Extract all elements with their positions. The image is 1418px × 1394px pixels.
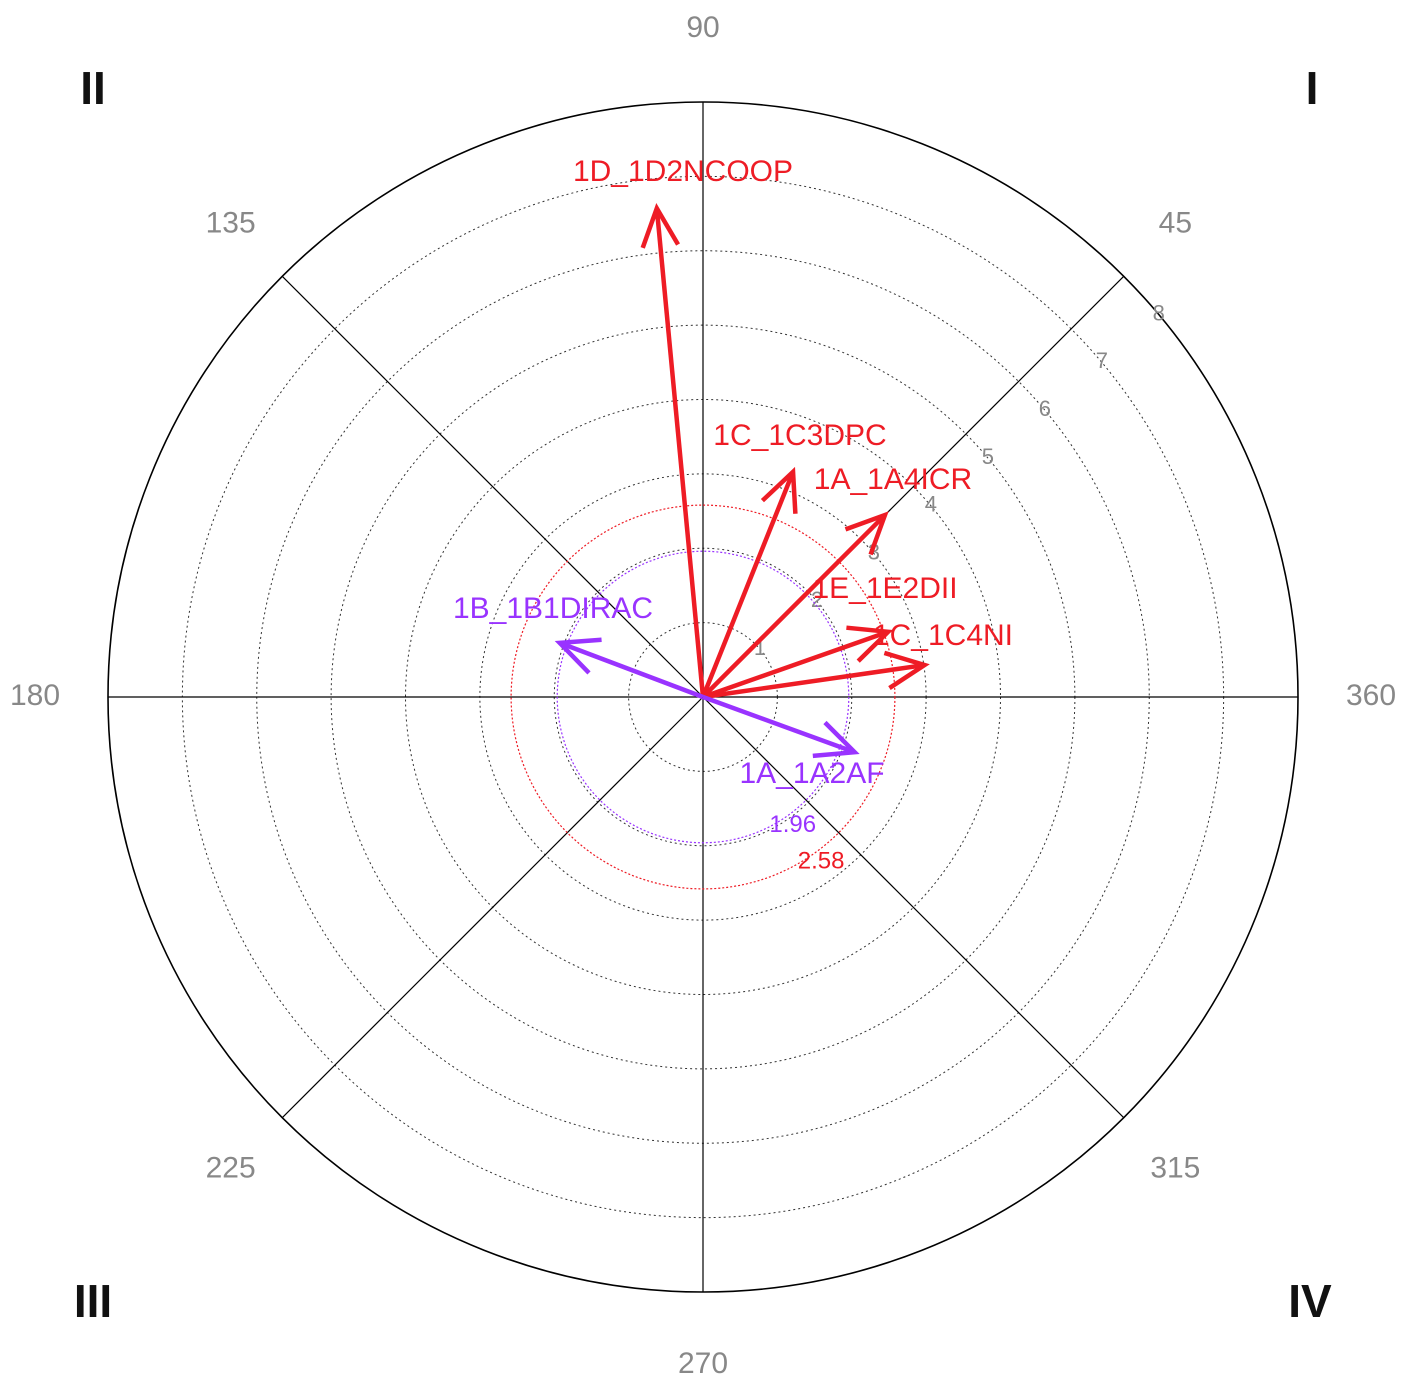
arrowhead — [846, 625, 894, 663]
ring-label: 8 — [1153, 300, 1165, 325]
vector — [654, 208, 706, 698]
vector — [558, 640, 704, 700]
quadrant-label: I — [1306, 62, 1319, 114]
angle-label: 315 — [1150, 1151, 1200, 1184]
vector — [700, 471, 796, 698]
vector-label: 1A_1A2AF — [739, 757, 884, 790]
angle-label: 45 — [1159, 207, 1192, 240]
ring-label: 5 — [982, 444, 994, 469]
arrowhead — [554, 637, 602, 675]
spoke — [702, 696, 1125, 1119]
angle-label: 180 — [10, 679, 60, 712]
vector-label: 1C_1C4NI — [873, 619, 1013, 652]
quadrant-label: IV — [1288, 1275, 1332, 1327]
ring-label: 7 — [1096, 348, 1108, 373]
vector-label: 1A_1A4ICR — [814, 463, 972, 496]
arrowhead — [883, 650, 930, 690]
spoke — [281, 275, 704, 698]
angle-label: 360 — [1346, 679, 1396, 712]
arrowhead — [760, 466, 798, 514]
arrowhead — [640, 203, 680, 249]
vector — [702, 694, 856, 755]
angle-label: 225 — [206, 1151, 256, 1184]
arrowhead — [812, 720, 860, 759]
critical-label: 1.96 — [769, 811, 816, 838]
angle-label: 135 — [206, 207, 256, 240]
angle-label: 270 — [678, 1347, 728, 1380]
vector-label: 1E_1E2DII — [812, 572, 957, 605]
ring-label: 2 — [811, 587, 823, 612]
vector-label: 1B_1B1DIRAC — [453, 592, 653, 625]
ring-label: 6 — [1039, 396, 1051, 421]
critical-label: 2.58 — [798, 848, 845, 875]
quadrant-label: III — [74, 1275, 112, 1327]
vector — [701, 513, 887, 699]
critical-circle — [510, 504, 896, 890]
vector-label: 1D_1D2NCOOP — [573, 155, 793, 188]
ring-label: 4 — [925, 492, 937, 517]
quadrant-label: II — [80, 62, 106, 114]
spoke — [281, 696, 704, 1119]
angle-label: 90 — [686, 11, 719, 44]
arrowhead — [844, 511, 889, 556]
critical-circle — [556, 550, 850, 844]
vector-label: 1C_1C3DPC — [713, 419, 886, 452]
vector — [702, 662, 925, 700]
vector — [702, 629, 889, 700]
